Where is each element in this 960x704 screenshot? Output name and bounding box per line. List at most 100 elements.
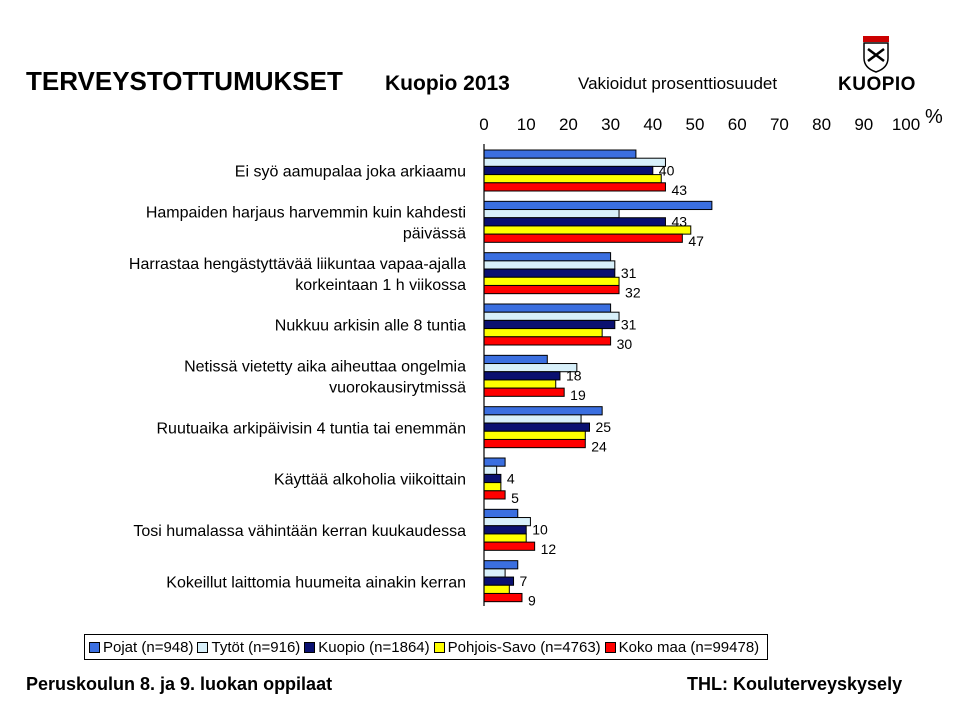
category-label: Ei syö aamupalaa joka arkiaamu: [235, 164, 466, 181]
bar: [483, 371, 561, 381]
data-label: 12: [541, 541, 557, 557]
axis-unit-label: %: [925, 106, 943, 128]
x-tick-label: 70: [770, 115, 789, 134]
data-label: 47: [688, 233, 704, 249]
legend-item: Pojat (n=948): [89, 639, 193, 656]
bar: [483, 209, 620, 219]
legend-swatch: [197, 641, 209, 653]
bar: [483, 363, 578, 373]
bar: [483, 268, 616, 278]
bar: [483, 560, 519, 570]
data-label: 4: [507, 470, 515, 486]
category-label: Tosi humalassa vähintään kerran kuukaude…: [133, 523, 466, 540]
bar: [483, 311, 620, 321]
x-tick-label: 20: [559, 115, 578, 134]
data-label: 40: [659, 162, 675, 178]
legend-item: Koko maa (n=99478): [604, 638, 760, 656]
bar: [483, 233, 683, 243]
data-label: 7: [520, 573, 528, 589]
x-tick-label: 80: [812, 115, 831, 134]
x-tick-label: 90: [854, 115, 873, 134]
bar: [483, 438, 586, 449]
data-label: 25: [596, 419, 612, 435]
chart-subtitle: Kuopio 2013: [385, 72, 510, 95]
legend-swatch: [89, 641, 100, 653]
bar: [483, 490, 506, 500]
category-label: Kokeillut laittomia huumeita ainakin ker…: [166, 574, 466, 591]
x-tick-label: 10: [517, 115, 536, 134]
bar: [483, 584, 510, 594]
category-label: Netissä vietetty aika aiheuttaa ongelmia: [184, 359, 466, 376]
category-label: korkeintaan 1 h viikossa: [295, 277, 466, 294]
data-label: 31: [621, 265, 637, 281]
bar: [483, 182, 666, 192]
data-label: 10: [532, 522, 548, 538]
data-label: 43: [671, 182, 687, 198]
category-label: Harrastaa hengästyttävää liikuntaa vapaa…: [129, 256, 466, 273]
bar: [483, 414, 582, 424]
data-label: 9: [528, 592, 536, 608]
bar: [483, 482, 502, 492]
x-tick-label: 50: [686, 115, 705, 134]
bar: [483, 541, 536, 551]
kuopio-logo: KUOPIO: [838, 34, 916, 100]
bar: [483, 457, 506, 467]
legend-item: Tytöt (n=916): [197, 639, 300, 656]
category-label: Ruutuaika arkipäivisin 4 tuntia tai enem…: [157, 420, 467, 437]
chart-caption: Vakioidut prosenttiosuudet: [578, 74, 778, 93]
bar: [483, 387, 565, 397]
category-label: Hampaiden harjaus harvemmin kuin kahdest…: [146, 205, 466, 222]
bar: [483, 508, 519, 519]
footer-left-text: Peruskoulun 8. ja 9. luokan oppilaat: [26, 674, 333, 694]
data-label: 5: [511, 490, 519, 506]
data-label: 30: [617, 336, 633, 352]
legend-swatch: [433, 641, 445, 653]
bar: [483, 517, 531, 527]
category-label: päivässä: [403, 226, 466, 243]
logo-text: KUOPIO: [838, 74, 916, 95]
data-label: 19: [570, 387, 586, 403]
legend-label: Tytöt (n=916): [211, 638, 301, 656]
bar: [483, 406, 603, 416]
legend-swatch: [304, 641, 316, 653]
bar: [483, 379, 557, 389]
bar: [483, 319, 616, 330]
data-label: 32: [625, 284, 641, 300]
x-tick-label: 60: [728, 115, 747, 134]
x-tick-label: 30: [601, 115, 620, 134]
bar: [483, 592, 523, 603]
legend-label: Koko maa (n=99478): [618, 638, 760, 656]
bar: [483, 252, 612, 262]
bar: [483, 174, 662, 184]
category-label: Nukkuu arkisin alle 8 tuntia: [275, 318, 466, 335]
bar: [483, 165, 654, 176]
x-tick-label: 100: [892, 115, 920, 134]
bar: [483, 473, 502, 484]
legend-swatch: [604, 641, 616, 653]
bar: [483, 328, 603, 338]
x-tick-label: 0: [479, 115, 488, 134]
bar: [483, 303, 612, 313]
bar: [483, 336, 612, 346]
bar: [483, 533, 527, 543]
legend-label: Kuopio (n=1864): [318, 638, 430, 656]
chart-legend: Pojat (n=948) Tytöt (n=916) Kuopio (n=1864…: [84, 634, 769, 660]
bar: [483, 217, 666, 227]
data-label: 31: [621, 316, 637, 332]
bar: [483, 200, 713, 211]
bar: [483, 260, 616, 270]
bar: [483, 430, 586, 440]
footer-source-text: THL: Kouluterveyskysely: [687, 674, 903, 694]
bar: [483, 276, 620, 286]
bar: [483, 525, 527, 535]
bar: [483, 422, 590, 432]
legend-label: Pohjois-Savo (n=4763): [447, 638, 601, 656]
bar: [483, 354, 548, 365]
data-label: 24: [591, 438, 607, 454]
category-label: vuorokausirytmissä: [329, 380, 466, 397]
legend-item: Pohjois-Savo (n=4763): [433, 638, 601, 656]
bar: [483, 284, 620, 295]
bar: [483, 157, 666, 167]
coat-of-arms-icon: [863, 36, 889, 73]
bar: [483, 568, 506, 578]
